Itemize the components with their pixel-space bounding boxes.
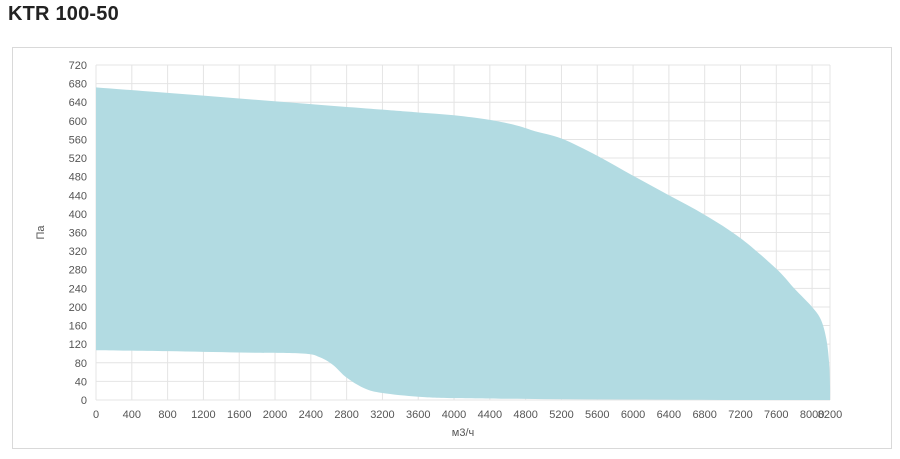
- x-tick-label: 7600: [764, 409, 788, 421]
- y-tick-label: 40: [75, 376, 87, 388]
- x-tick-label: 8200: [818, 409, 842, 421]
- y-tick-label: 680: [69, 79, 87, 91]
- x-tick-label: 3600: [406, 409, 430, 421]
- x-tick-label: 3200: [370, 409, 394, 421]
- y-tick-label: 160: [69, 321, 87, 333]
- y-axis-ticks: 0 40 80 120 160 200 240 280 320 360 400 440 480 520 56…: [69, 60, 87, 407]
- x-axis-ticks: 0 400 800 1200 1600 2000 2400 2800 3200 3600 4000 4…: [93, 409, 842, 421]
- x-tick-label: 6000: [621, 409, 645, 421]
- y-tick-label: 360: [69, 228, 87, 240]
- x-tick-label: 0: [93, 409, 99, 421]
- y-tick-label: 320: [69, 246, 87, 258]
- x-tick-label: 4400: [478, 409, 502, 421]
- y-tick-label: 280: [69, 265, 87, 277]
- y-tick-label: 720: [69, 60, 87, 72]
- y-tick-label: 240: [69, 283, 87, 295]
- y-tick-label: 120: [69, 339, 87, 351]
- page-title: KTR 100-50: [8, 3, 119, 25]
- x-tick-label: 1200: [191, 409, 215, 421]
- x-tick-label: 2400: [299, 409, 323, 421]
- y-tick-label: 640: [69, 97, 87, 109]
- x-tick-label: 5200: [549, 409, 573, 421]
- x-tick-label: 6800: [692, 409, 716, 421]
- x-tick-label: 8000: [800, 409, 824, 421]
- y-tick-label: 0: [81, 395, 87, 407]
- y-axis-label: Па: [35, 225, 47, 240]
- y-tick-label: 480: [69, 172, 87, 184]
- x-tick-label: 6400: [657, 409, 681, 421]
- x-tick-label: 4800: [513, 409, 537, 421]
- x-tick-label: 400: [123, 409, 141, 421]
- x-tick-label: 2000: [263, 409, 287, 421]
- operating-range-area: [96, 87, 831, 401]
- y-tick-label: 80: [75, 358, 87, 370]
- x-tick-label: 800: [158, 409, 176, 421]
- y-tick-label: 600: [69, 116, 87, 128]
- x-tick-label: 5600: [585, 409, 609, 421]
- x-tick-label: 7200: [728, 409, 752, 421]
- area-layer: [96, 87, 831, 401]
- x-tick-label: 1600: [227, 409, 251, 421]
- y-tick-label: 560: [69, 134, 87, 146]
- x-tick-label: 4000: [442, 409, 466, 421]
- x-tick-label: 2800: [334, 409, 358, 421]
- y-tick-label: 200: [69, 302, 87, 314]
- y-tick-label: 440: [69, 190, 87, 202]
- x-axis-label: м3/ч: [452, 427, 474, 439]
- y-tick-label: 520: [69, 153, 87, 165]
- y-tick-label: 400: [69, 209, 87, 221]
